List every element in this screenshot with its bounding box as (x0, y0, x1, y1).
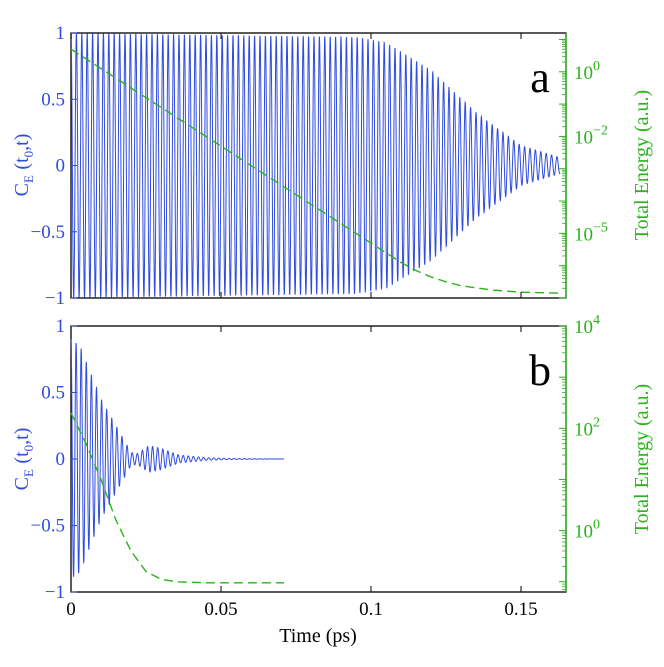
panel-b-left-y-tick-label: 0.5 (41, 383, 65, 404)
panel-a-right-y-tick-label: 10−5 (574, 220, 608, 245)
panel-a-left-axis-label-text: CE0(t0,t) (11, 134, 40, 197)
panel-a: −1 −0.5 0 0.5 1 100 10−2 10−5 a CE0(t0,t) Total… (11, 23, 653, 309)
panel-a-left-y-tick-label: 0 (56, 156, 66, 177)
panel-a-right-axis-label: Total Energy (a.u.) (631, 90, 653, 240)
panel-b-left-y-tick-label: 0 (56, 449, 66, 470)
panel-a-plot-area (70, 32, 561, 300)
panel-a-axes: −1 −0.5 0 0.5 1 100 10−2 10−5 (31, 23, 608, 309)
panel-a-right-y-tick-label: 10−2 (574, 123, 608, 148)
panel-b: 0 0.05 0.1 0.15 −1 −0.5 0 0.5 1 104 102 100 b CE0(t… (11, 313, 653, 620)
panel-a-correlation-line (70, 32, 561, 300)
panel-b-left-axis-label: CE0(t0,t) (11, 428, 40, 491)
panel-b-left-y-tick-label: 1 (56, 316, 66, 337)
panel-b-x-tick-label: 0.1 (359, 599, 383, 620)
panel-b-frame (70, 325, 567, 593)
panel-b-x-tick-label: 0.15 (504, 599, 537, 620)
x-axis-label: Time (ps) (279, 625, 357, 647)
panel-a-letter: a (530, 53, 550, 102)
panel-a-right-y-tick-label: 100 (574, 59, 600, 84)
panel-a-left-y-tick-label: 0.5 (41, 89, 65, 110)
panel-b-right-y-tick-label: 100 (574, 518, 600, 543)
panel-b-plot-area (70, 339, 284, 584)
panel-a-left-y-tick-label: −1 (45, 288, 65, 309)
panel-b-x-tick-label: 0 (66, 599, 76, 620)
panel-b-left-y-tick-label: −1 (45, 582, 65, 603)
panel-b-axes: 0 0.05 0.1 0.15 −1 −0.5 0 0.5 1 104 102 100 (31, 313, 600, 620)
panel-b-right-axis-label: Total Energy (a.u.) (631, 384, 653, 534)
panel-b-left-axis-label-text: CE0(t0,t) (11, 428, 40, 491)
panel-a-left-axis-label: CE0(t0,t) (11, 134, 40, 197)
panel-b-x-tick-label: 0.05 (204, 599, 237, 620)
panel-b-right-y-tick-label: 102 (574, 415, 600, 440)
panel-a-left-y-tick-label: −0.5 (31, 222, 65, 243)
panel-a-left-y-tick-label: 1 (56, 23, 66, 44)
panel-b-letter: b (529, 346, 551, 395)
panel-b-correlation-line (70, 339, 284, 577)
panel-b-energy-line (70, 412, 284, 584)
panel-b-left-y-tick-label: −0.5 (31, 516, 65, 537)
panel-b-right-y-tick-label: 104 (574, 313, 600, 338)
